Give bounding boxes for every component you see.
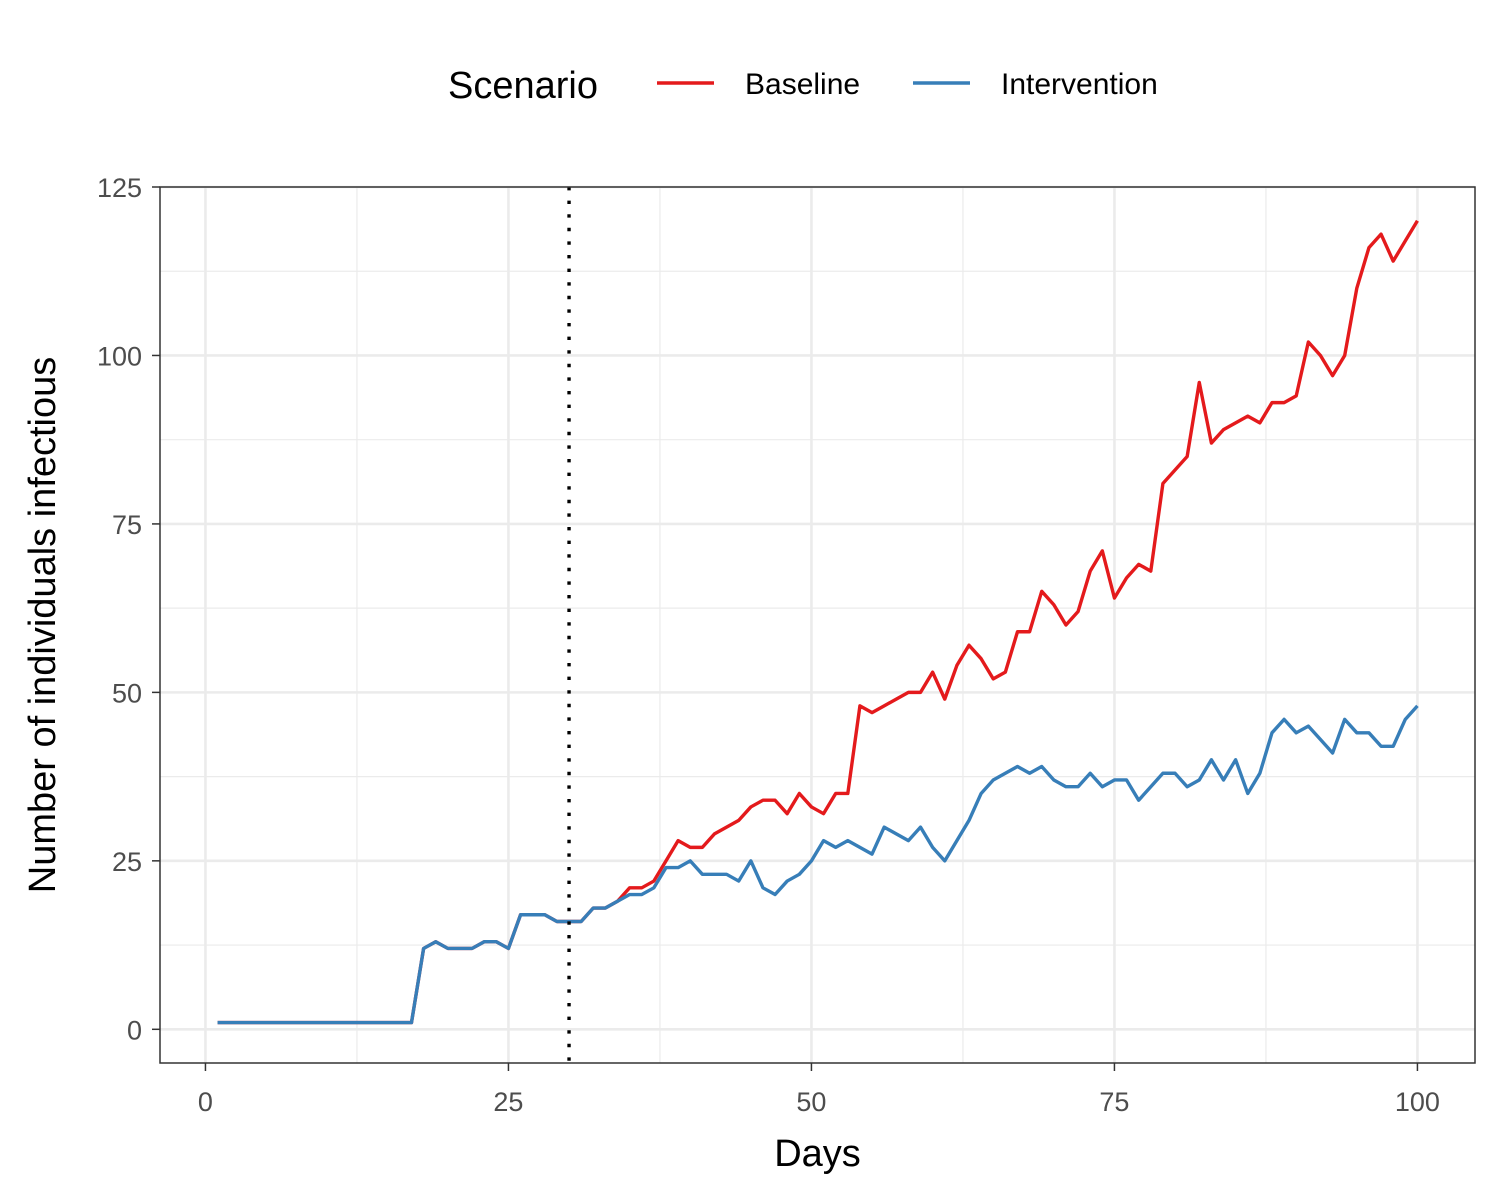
legend: Scenario Baseline Intervention xyxy=(448,65,1158,107)
x-tick-label: 0 xyxy=(198,1087,213,1117)
y-tick-label: 0 xyxy=(127,1015,142,1045)
x-tick-label: 75 xyxy=(1099,1087,1129,1117)
x-tick-label: 100 xyxy=(1395,1087,1440,1117)
y-tick-label: 125 xyxy=(97,173,142,203)
y-axis-title: Number of individuals infectious xyxy=(22,357,64,894)
y-tick-label: 25 xyxy=(112,847,142,877)
legend-title: Scenario xyxy=(448,65,598,107)
y-axis: 0 25 50 75 100 125 xyxy=(97,173,160,1045)
plot-panel xyxy=(160,187,1475,1063)
x-axis-title: Days xyxy=(774,1133,861,1175)
x-tick-label: 50 xyxy=(796,1087,826,1117)
y-tick-label: 50 xyxy=(112,678,142,708)
series-line-intervention xyxy=(217,704,1419,1025)
series-layer xyxy=(217,219,1419,1025)
x-axis: 0 25 50 75 100 xyxy=(198,1063,1440,1117)
x-tick-label: 25 xyxy=(493,1087,523,1117)
legend-label-baseline: Baseline xyxy=(745,68,860,101)
grid-minor xyxy=(160,187,1475,1063)
y-tick-label: 75 xyxy=(112,510,142,540)
plot-border xyxy=(159,186,1476,1064)
y-tick-label: 100 xyxy=(97,341,142,371)
legend-label-intervention: Intervention xyxy=(1001,68,1158,101)
